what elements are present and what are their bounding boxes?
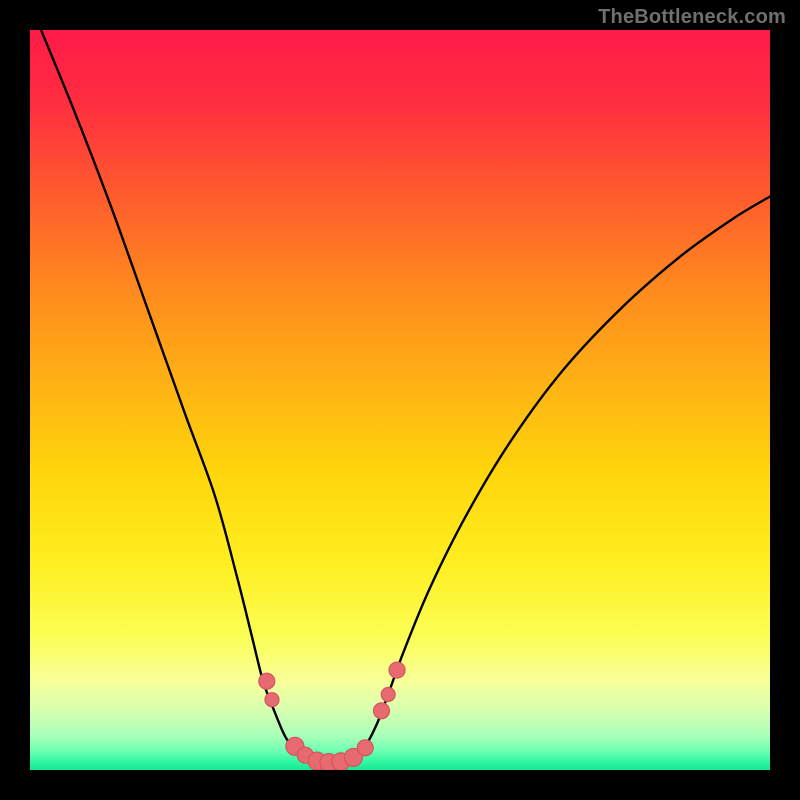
image-frame: TheBottleneck.com [0,0,800,800]
scatter-markers [259,662,405,770]
v-curve-path [41,30,770,763]
curve-layer [30,30,770,770]
data-marker [259,673,275,689]
data-marker [265,693,279,707]
watermark-text: TheBottleneck.com [598,6,786,29]
data-marker [357,740,373,756]
data-marker [389,662,405,678]
data-marker [374,703,390,719]
data-marker [381,688,395,702]
plot-area [30,30,770,770]
